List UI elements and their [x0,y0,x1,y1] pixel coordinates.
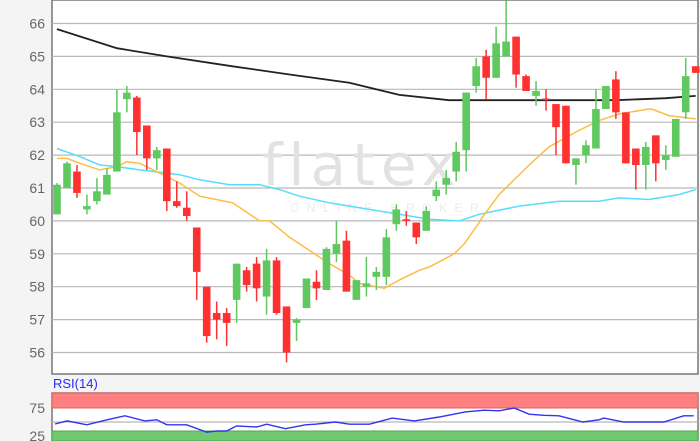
rsi-oversold-band [51,430,699,441]
rsi-panel: 75 25 [29,392,699,441]
y-tick-label: 63 [29,114,45,130]
candle-down [272,260,281,314]
candle-down [192,227,201,272]
candle-up [392,209,401,225]
y-tick-label: 66 [29,16,45,32]
candle-up [83,206,91,210]
y-tick-label: 57 [29,312,45,328]
candle-down [242,270,251,286]
candle-up [153,150,161,159]
moving-average-lines [56,28,696,290]
candle-up [93,191,101,202]
candle-down [622,112,630,164]
candle-down [542,98,550,101]
candle-down [162,148,171,202]
candle-down [133,97,141,133]
candle-up [63,163,71,188]
candle-up [422,211,431,231]
rsi-tick-label: 75 [29,400,45,416]
candle-up [442,178,451,185]
y-tick-label: 64 [29,81,45,97]
candle-up [232,263,241,300]
candle-down [182,207,191,216]
y-tick-label: 56 [29,345,45,361]
candle-down [73,171,81,193]
candle-up [103,174,111,195]
candle-up [382,237,391,277]
candle-up [472,66,480,87]
y-tick-label: 58 [29,279,45,295]
y-tick-label: 62 [29,147,45,163]
candle-up [492,43,500,78]
candle-down [691,66,700,73]
candle-up [262,260,271,297]
price-axis-ticks: 56 57 58 59 60 61 62 63 64 65 66 [29,16,45,361]
candle-up [462,92,470,151]
candle-up [123,92,131,100]
candle-down [222,313,231,323]
price-plot-area [51,0,699,375]
candle-up [302,278,311,309]
candle-up [661,155,670,161]
candle-down [252,263,261,289]
candle-down [562,105,570,164]
candle-up [362,283,371,287]
rsi-tick-label: 25 [29,428,45,441]
candle-down [552,104,560,128]
candle-up [292,319,301,323]
ma_long-line [56,28,696,102]
candles [53,0,700,363]
candle-down [522,76,530,91]
candle-down [342,240,351,292]
candle-up [642,146,650,165]
candle-up [372,271,381,277]
candle-down [312,281,321,289]
candle-down [402,219,411,221]
y-tick-label: 65 [29,48,45,64]
ma_short-line [57,108,696,290]
ma_mid-line [56,147,696,222]
candle-up [53,184,61,215]
candle-down [512,36,520,75]
candle-up [592,109,600,149]
candle-up [332,243,341,254]
candle-up [681,76,690,113]
candle-up [671,118,680,157]
candle-down [612,79,620,113]
candle-up [322,248,331,290]
candle-up [602,86,610,110]
candle-down [202,286,211,337]
y-tick-label: 60 [29,213,45,229]
candle-up [502,41,510,57]
candle-down [172,201,181,207]
candle-up [432,189,441,197]
candle-up [452,151,460,172]
rsi-line [54,407,694,433]
candle-down [632,148,640,165]
candle-down [143,125,151,159]
y-tick-label: 61 [29,180,45,196]
candle-up [572,158,580,165]
candle-down [412,222,421,238]
candle-down [212,313,221,320]
candle-up [113,112,121,172]
candle-up [582,145,590,156]
candle-up [352,280,361,300]
y-tick-label: 59 [29,246,45,262]
candle-down [652,135,660,164]
candle-down [282,306,291,353]
candle-down [482,56,490,78]
candle-up [532,90,540,96]
rsi-overbought-band [51,392,699,409]
watermark-brand: flatex [262,131,462,199]
rsi-title: RSI(14) [53,376,98,391]
